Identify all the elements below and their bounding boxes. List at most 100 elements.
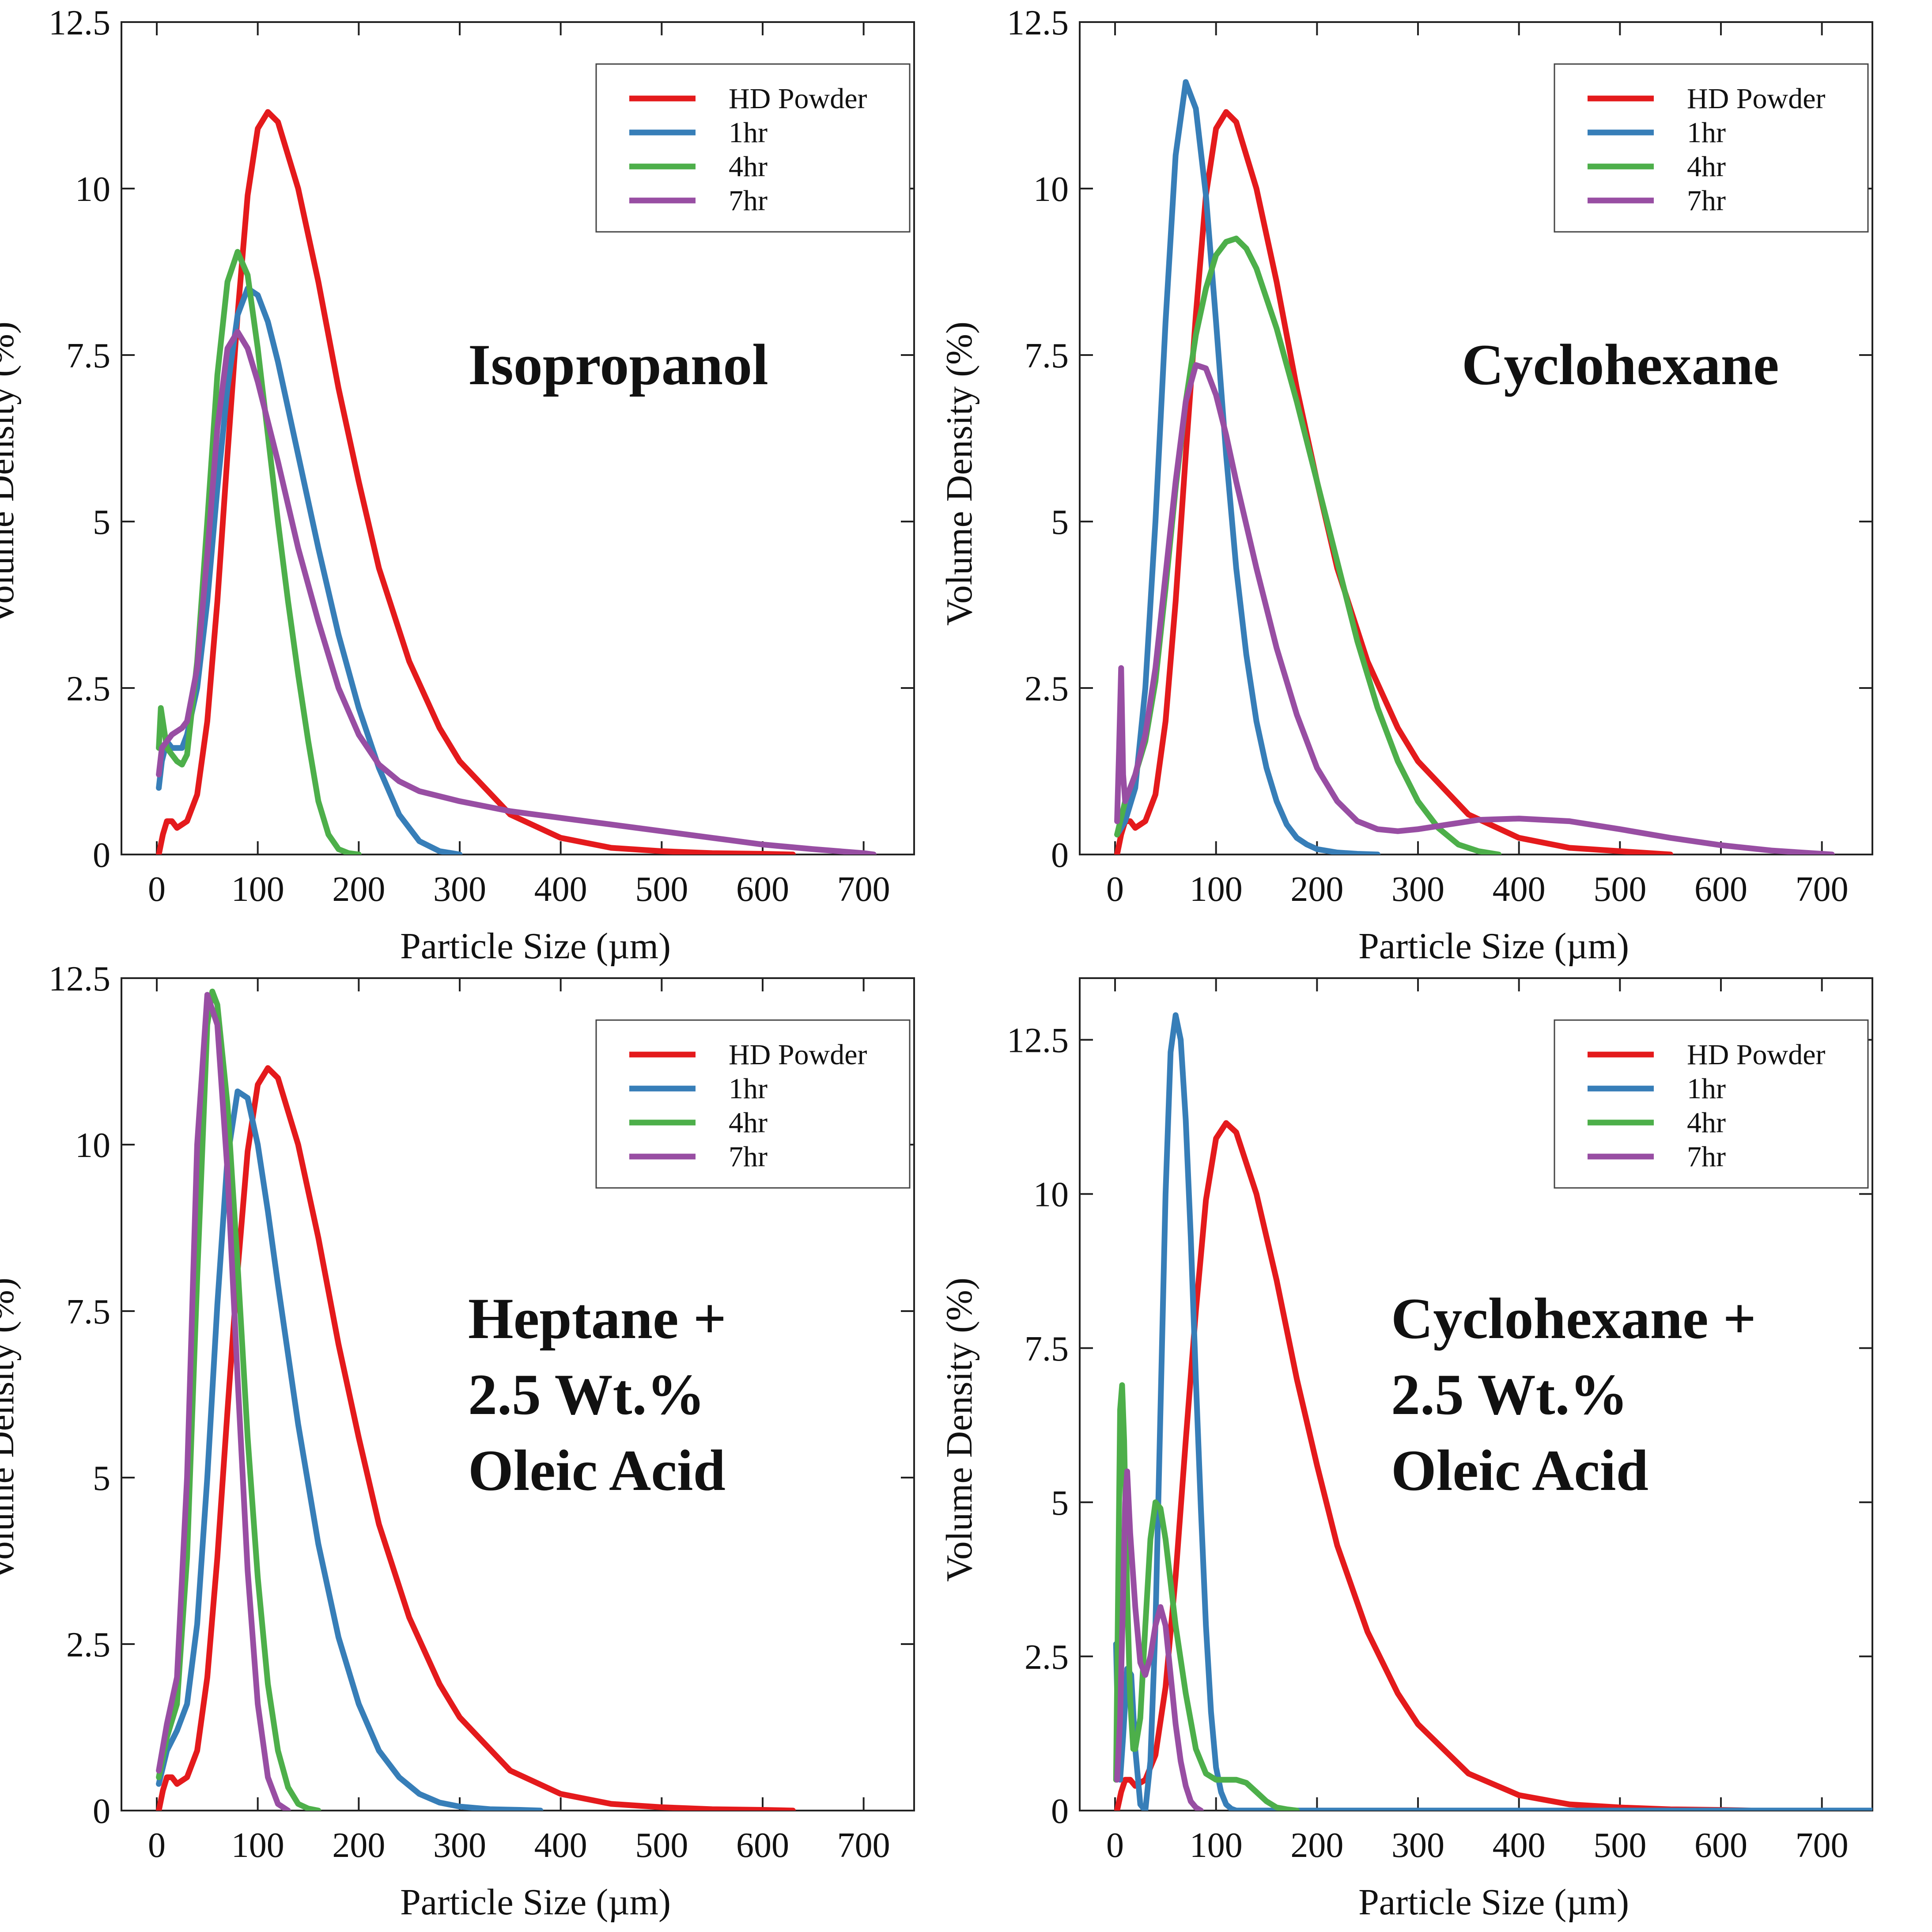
series-group	[156, 109, 877, 854]
panel-title: Oleic Acid	[1391, 1438, 1648, 1503]
y-tick-label: 0	[1051, 1792, 1069, 1831]
x-tick-label: 400	[534, 1826, 587, 1865]
legend-label: 4hr	[729, 151, 768, 183]
legend-label: 4hr	[1687, 1107, 1726, 1139]
legend-label: HD Powder	[729, 1039, 867, 1071]
legend-label: 7hr	[1687, 185, 1726, 217]
legend-box	[1554, 63, 1869, 233]
x-tick-label: 400	[534, 870, 587, 909]
y-tick-label: 5	[93, 1459, 110, 1498]
panel-2: 0 100 200 300 400 500 600 700 0 2.5 5 7.5 10 12.5 Part…	[939, 4, 1873, 967]
x-tick-label: 500	[635, 1826, 688, 1865]
x-tick-label: 300	[1391, 870, 1444, 909]
y-tick-label: 2.5	[66, 1626, 110, 1664]
x-tick-label: 300	[1391, 1826, 1444, 1865]
y-axis-label: Volume Density (%)	[939, 1278, 980, 1582]
x-tick-label: 100	[1190, 1826, 1243, 1865]
x-tick-label: 600	[1694, 870, 1747, 909]
legend-label: HD Powder	[1687, 83, 1825, 115]
y-tick-label: 7.5	[66, 1293, 110, 1331]
panel-title: 2.5 Wt.%	[468, 1362, 705, 1427]
legend-label: 4hr	[729, 1107, 768, 1139]
x-tick-label: 300	[433, 1826, 486, 1865]
series-line-7hr	[156, 329, 877, 854]
series-line-7hr	[156, 992, 291, 1811]
legend-label: 1hr	[1687, 1073, 1726, 1105]
panel-title: Isopropanol	[468, 332, 768, 397]
series-line-7hr	[1114, 1468, 1204, 1811]
y-tick-label: 7.5	[66, 336, 110, 375]
plot-frame	[1079, 21, 1873, 855]
legend-label: HD Powder	[1687, 1039, 1825, 1071]
panel-1: 0 100 200 300 400 500 600 700 0 2.5 5 7.5 10 12.5 Part…	[0, 4, 915, 967]
y-axis-label: Volume Density (%)	[0, 321, 22, 626]
y-tick-label: 2.5	[66, 669, 110, 708]
x-tick-label: 700	[1796, 1826, 1849, 1865]
series-line-4hr	[156, 988, 321, 1811]
y-tick-label: 0	[1051, 836, 1069, 875]
series-line-hd-powder	[1114, 109, 1674, 854]
x-tick-label: 0	[1106, 1826, 1124, 1865]
series-line-1hr	[1114, 79, 1381, 854]
y-tick-label: 10	[1033, 170, 1069, 209]
y-tick-label: 12.5	[49, 4, 110, 42]
panel-title: Oleic Acid	[468, 1438, 726, 1503]
legend-label: 1hr	[1687, 117, 1726, 149]
panel-3: 0 100 200 300 400 500 600 700 0 2.5 5 7.5 10 12.5 Part…	[0, 960, 915, 1923]
y-tick-label: 7.5	[1025, 336, 1069, 375]
legend-box	[1554, 1019, 1869, 1189]
x-axis-label: Particle Size (µm)	[1358, 926, 1629, 967]
y-axis-label: Volume Density (%)	[939, 321, 980, 626]
series-group	[1114, 79, 1835, 854]
x-tick-label: 500	[1593, 870, 1646, 909]
x-tick-label: 500	[635, 870, 688, 909]
x-axis-label: Particle Size (µm)	[400, 1882, 671, 1923]
y-tick-label: 2.5	[1025, 1638, 1069, 1677]
x-tick-label: 500	[1593, 1826, 1646, 1865]
x-tick-label: 100	[1190, 870, 1243, 909]
x-tick-label: 0	[148, 870, 166, 909]
panel-title: Cyclohexane +	[1391, 1286, 1756, 1351]
y-tick-label: 2.5	[1025, 669, 1069, 708]
legend-box	[595, 1019, 911, 1189]
y-tick-label: 0	[93, 836, 110, 875]
y-tick-label: 10	[75, 170, 110, 209]
y-tick-label: 0	[93, 1792, 110, 1831]
x-tick-label: 600	[736, 1826, 789, 1865]
y-tick-label: 5	[1051, 1484, 1069, 1523]
x-tick-label: 0	[1106, 870, 1124, 909]
series-line-7hr	[1114, 362, 1835, 854]
x-tick-label: 300	[433, 870, 486, 909]
panel-4: 0 100 200 300 400 500 600 700 0 2.5 5 7.5 10 12.5 Part…	[939, 977, 1873, 1923]
y-tick-label: 12.5	[49, 960, 110, 998]
panel-title: 2.5 Wt.%	[1391, 1362, 1628, 1427]
legend-label: 7hr	[729, 185, 768, 217]
y-tick-label: 10	[1033, 1176, 1069, 1214]
x-axis-label: Particle Size (µm)	[1358, 1882, 1629, 1923]
series-line-hd-powder	[1114, 1120, 1754, 1811]
x-tick-label: 100	[231, 870, 284, 909]
series-line-1hr	[156, 1088, 544, 1811]
plot-frame	[121, 21, 915, 855]
x-tick-label: 0	[148, 1826, 166, 1865]
x-tick-label: 200	[332, 870, 385, 909]
y-axis-label: Volume Density (%)	[0, 1278, 22, 1582]
series-line-4hr	[1114, 235, 1502, 854]
x-tick-label: 700	[837, 870, 890, 909]
series-group	[1113, 1012, 1872, 1811]
legend-label: 1hr	[729, 117, 768, 149]
legend-label: HD Powder	[729, 83, 867, 115]
y-tick-label: 5	[1051, 503, 1069, 542]
series-line-hd-powder	[156, 109, 796, 854]
series-line-hd-powder	[156, 1065, 796, 1811]
y-tick-label: 12.5	[1007, 4, 1069, 42]
x-tick-label: 700	[1796, 870, 1849, 909]
y-tick-label: 5	[93, 503, 110, 542]
y-tick-label: 10	[75, 1126, 110, 1165]
legend-label: 4hr	[1687, 151, 1726, 183]
series-group	[156, 988, 796, 1811]
